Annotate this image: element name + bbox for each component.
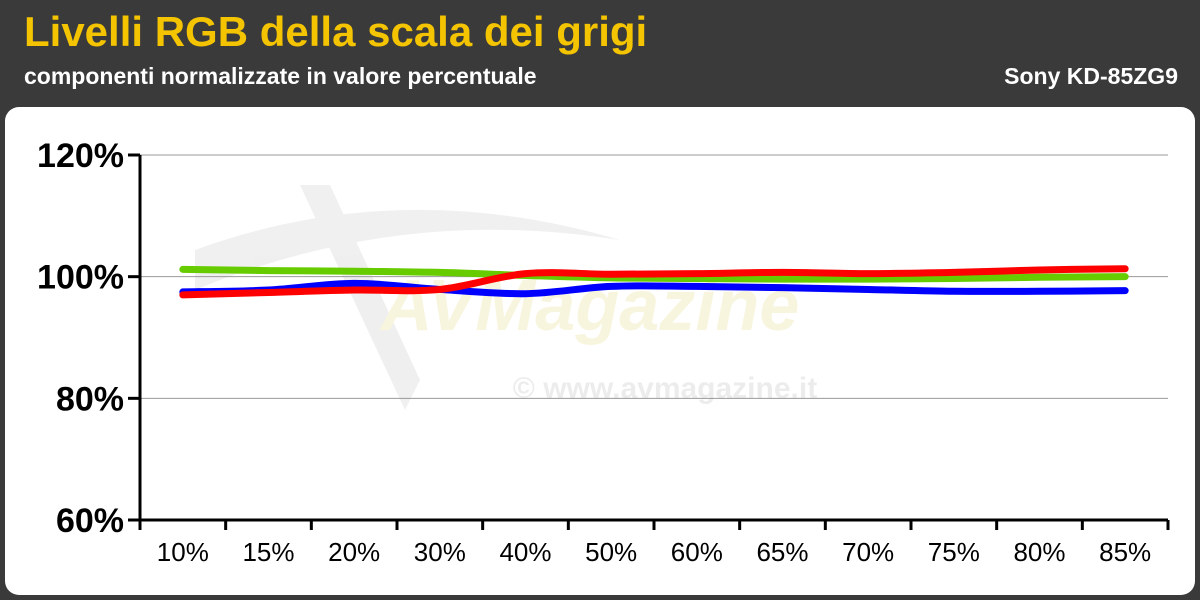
x-tick-label: 10% — [157, 537, 209, 567]
x-tick-label: 15% — [242, 537, 294, 567]
chart-subtitle: componenti normalizzate in valore percen… — [24, 63, 537, 89]
series-lines — [179, 265, 1129, 299]
x-tick-label: 75% — [928, 537, 980, 567]
x-axis-ticks: 10% 15% 20% 30% 40% 50% 60% 65% 70% 75% 80% 85% — [138, 520, 1170, 567]
y-tick-label: 120% — [37, 137, 124, 175]
x-tick-label: 60% — [671, 537, 723, 567]
y-tick-label: 100% — [37, 259, 124, 297]
watermark-logo-icon — [195, 185, 620, 410]
chart-panel — [5, 107, 1195, 595]
y-tick-label: 60% — [56, 502, 124, 540]
series-line-green — [179, 265, 1129, 283]
x-tick-label: 40% — [499, 537, 551, 567]
x-tick-label: 20% — [328, 537, 380, 567]
series-line-blue — [179, 279, 1129, 298]
y-axis-ticks: 60% 80% 100% 120% — [37, 137, 140, 540]
watermark: AVMagazine © www.avmagazine.it — [195, 185, 817, 410]
x-tick-label: 80% — [1013, 537, 1065, 567]
x-tick-label: 70% — [842, 537, 894, 567]
watermark-site: © www.avmagazine.it — [513, 372, 817, 405]
y-tick-label: 80% — [56, 380, 124, 418]
x-tick-label: 85% — [1099, 537, 1151, 567]
x-tick-label: 30% — [414, 537, 466, 567]
device-model: Sony KD-85ZG9 — [1004, 63, 1178, 89]
header: Livelli RGB della scala dei grigi compon… — [0, 0, 1200, 100]
series-line-red — [179, 265, 1129, 299]
x-tick-label: 65% — [756, 537, 808, 567]
chart-title: Livelli RGB della scala dei grigi — [24, 8, 648, 55]
x-tick-label: 50% — [585, 537, 637, 567]
